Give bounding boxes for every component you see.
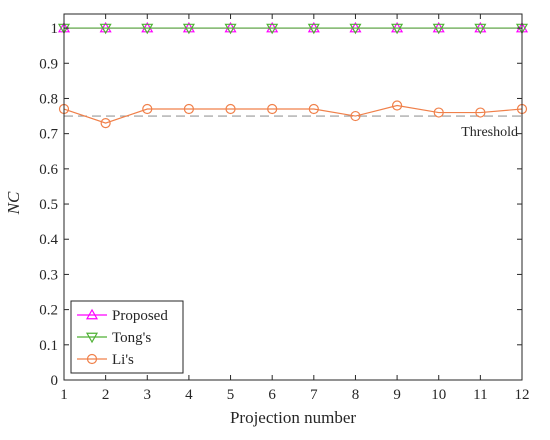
y-axis-label: NC — [4, 191, 23, 215]
series-layer — [57, 21, 529, 129]
data-point-li-s — [142, 103, 153, 115]
data-point-tong-s — [349, 23, 362, 35]
data-point-li-s — [100, 117, 111, 129]
plot-frame — [63, 13, 523, 381]
x-tick-label: 12 — [515, 387, 530, 403]
y-tick-label: 0.6 — [39, 162, 58, 178]
series-tong-s — [57, 23, 529, 35]
series-line-li-s — [63, 104, 523, 124]
legend-marker-li-s — [86, 353, 98, 365]
threshold-label: Threshold — [461, 125, 518, 140]
data-point-li-s — [183, 103, 195, 115]
x-tick-label: 3 — [144, 387, 152, 403]
data-point-proposed — [391, 21, 404, 33]
data-point-proposed — [182, 21, 195, 33]
data-point-tong-s — [99, 23, 112, 35]
data-point-tong-s — [266, 23, 279, 35]
data-point-tong-s — [474, 23, 487, 35]
data-point-tong-s — [432, 23, 445, 35]
data-point-proposed — [224, 21, 237, 33]
tick-layer: 1 2 3 4 5 6 7 8 9 10 11 1200.10.20.30.40.50.60.70.8… — [39, 14, 530, 403]
data-point-li-s — [391, 100, 403, 111]
legend-items: Proposed Tong's Li's — [77, 308, 168, 368]
x-tick-label: 7 — [310, 387, 318, 403]
data-point-li-s — [308, 103, 319, 115]
x-tick-label: 5 — [227, 387, 235, 403]
x-tick-label: 6 — [268, 387, 276, 403]
data-point-tong-s — [224, 23, 237, 35]
y-tick-label: 0.3 — [39, 267, 58, 283]
y-tick-label: 0.2 — [39, 303, 58, 319]
data-point-li-s — [350, 110, 361, 122]
y-tick-label: 0.8 — [39, 91, 58, 107]
data-point-li-s — [433, 107, 444, 118]
data-point-proposed — [266, 21, 279, 33]
x-tick-label: 4 — [185, 387, 193, 403]
data-point-proposed — [99, 21, 112, 33]
y-tick-label: 1 — [51, 21, 59, 37]
x-axis-label: Projection number — [230, 408, 356, 427]
legend: Proposed Tong's Li's — [70, 300, 184, 374]
data-point-li-s — [225, 103, 236, 115]
legend-label-tong-s: Tong's — [112, 330, 151, 346]
data-point-tong-s — [307, 23, 320, 35]
data-point-proposed — [474, 21, 487, 33]
data-point-li-s — [267, 103, 278, 115]
data-point-proposed — [307, 21, 320, 33]
x-tick-label: 9 — [393, 387, 401, 403]
legend-label-proposed: Proposed — [112, 308, 168, 324]
data-point-tong-s — [391, 23, 404, 35]
legend-marker-proposed — [85, 308, 99, 320]
x-tick-label: 11 — [473, 387, 487, 403]
data-point-tong-s — [141, 23, 154, 35]
x-tick-label: 1 — [60, 387, 68, 403]
data-point-tong-s — [182, 23, 195, 35]
y-tick-label: 0.7 — [39, 127, 58, 143]
data-point-proposed — [349, 21, 362, 33]
x-tick-label: 2 — [102, 387, 110, 403]
legend-label-li-s: Li's — [112, 352, 134, 368]
data-point-li-s — [475, 107, 486, 118]
y-tick-label: 0.5 — [39, 197, 58, 213]
y-tick-label: 0.9 — [39, 56, 58, 72]
data-point-proposed — [141, 21, 154, 33]
y-tick-label: 0.4 — [39, 232, 58, 248]
y-tick-label: 0.1 — [39, 338, 58, 354]
legend-marker-tong-s — [85, 332, 99, 344]
x-tick-label: 10 — [431, 387, 446, 403]
y-tick-label: 0 — [51, 373, 59, 389]
x-tick-label: 8 — [352, 387, 360, 403]
data-point-proposed — [432, 21, 445, 33]
